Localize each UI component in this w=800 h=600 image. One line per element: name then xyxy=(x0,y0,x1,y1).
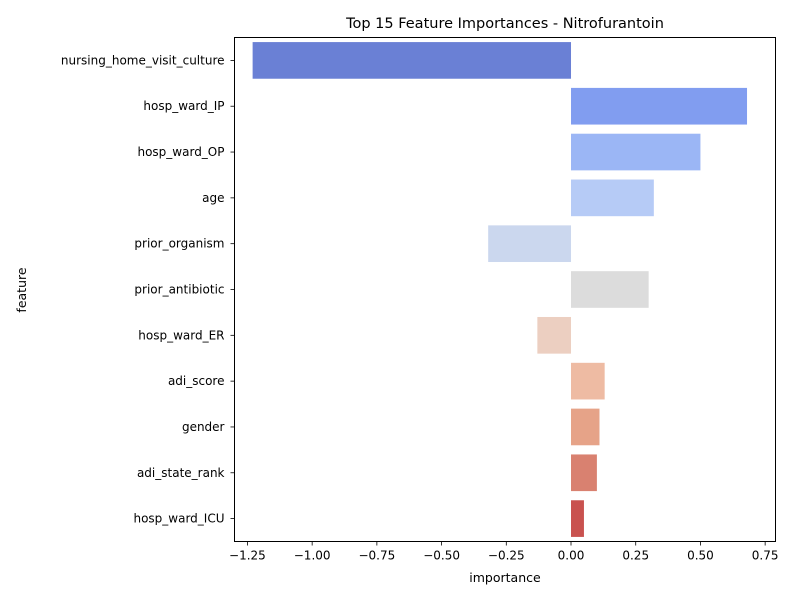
y-axis-ticks: nursing_home_visit_culture hosp_ward_IPho… xyxy=(61,53,235,526)
bar-hosp_ward_ICU xyxy=(571,500,584,537)
x-tick-label: −0.25 xyxy=(488,549,525,563)
y-tick-label: adi_score xyxy=(168,374,225,388)
x-axis-ticks: −1.25 −1.00 −0.75 −0.50 −0.25 0.00 0.25 0.50 0.7… xyxy=(229,541,779,563)
x-tick-label: 0.75 xyxy=(752,549,779,563)
x-tick-label: −0.50 xyxy=(423,549,460,563)
chart-title: Top 15 Feature Importances - Nitrofurant… xyxy=(345,16,664,32)
bar-gender xyxy=(571,408,600,446)
y-tick-label: hosp_ward_ICU xyxy=(133,512,224,526)
bar-prior_organism xyxy=(488,225,572,263)
bar-prior_antibiotic xyxy=(571,271,649,308)
x-axis-label: importance xyxy=(469,570,541,585)
bar-age xyxy=(571,179,654,217)
x-tick-label: 0.00 xyxy=(558,549,585,563)
y-tick-label: hosp_ward_OP xyxy=(137,145,224,159)
y-tick-label: nursing_home_visit_culture xyxy=(61,53,225,67)
x-tick-label: −1.25 xyxy=(229,549,266,563)
y-tick-label: adi_state_rank xyxy=(137,466,225,480)
x-tick-label: −1.00 xyxy=(294,549,331,563)
x-tick-label: −0.75 xyxy=(358,549,395,563)
bar-adi_score xyxy=(571,362,605,400)
bar-adi_state_rank xyxy=(571,454,597,492)
y-tick-label: age xyxy=(202,191,224,205)
bar-hosp_ward_IP xyxy=(571,87,748,125)
bars-group xyxy=(252,42,748,537)
y-tick-label: gender xyxy=(182,420,225,434)
x-tick-label: 0.25 xyxy=(622,549,649,563)
plot-frame xyxy=(234,37,776,542)
bar-hosp_ward_OP xyxy=(571,133,701,171)
y-tick-label: hosp_ward_ER xyxy=(138,328,224,342)
bar-nursing_home_visit_culture xyxy=(252,42,572,79)
y-axis-label: feature xyxy=(14,267,29,312)
y-tick-label: prior_antibiotic xyxy=(134,283,224,297)
y-tick-label: hosp_ward_IP xyxy=(143,99,224,113)
y-tick-label: prior_organism xyxy=(134,237,224,251)
bar-hosp_ward_ER xyxy=(537,316,572,354)
x-tick-label: 0.50 xyxy=(687,549,714,563)
